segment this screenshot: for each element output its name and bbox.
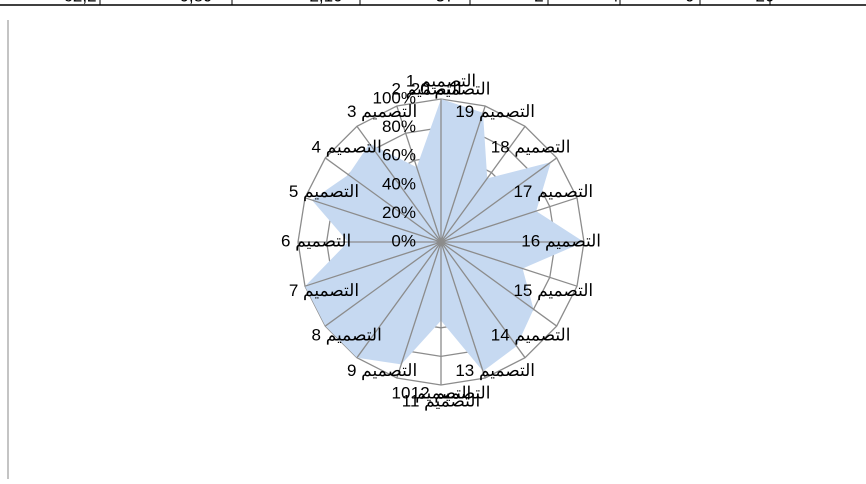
spoke	[440, 157, 558, 243]
spoke	[396, 241, 442, 379]
cell-text: 20	[756, 0, 775, 5]
cell-text: 4	[609, 0, 618, 5]
spoke	[396, 105, 442, 243]
cell-text: 62,2	[63, 0, 96, 5]
category-label: التصميم 16	[521, 231, 601, 251]
spokes	[298, 99, 584, 385]
category-label: التصميم 10	[392, 384, 472, 404]
category-label: التصميم 3	[347, 102, 417, 122]
spoke	[356, 125, 442, 243]
radar-area	[304, 99, 584, 372]
spoke	[440, 241, 578, 287]
category-label: التصميم 8	[312, 326, 382, 346]
spoke	[440, 125, 526, 243]
cell-text: 2,10	[309, 0, 342, 5]
spoke	[440, 241, 526, 359]
spoke	[304, 197, 442, 243]
spoke	[304, 241, 442, 287]
cell-text: 2	[534, 0, 543, 5]
y-tick-label: 20%	[382, 203, 416, 222]
cell-text: 0,89	[179, 0, 212, 5]
category-label: التصميم 12	[411, 384, 491, 404]
category-label: التصميم 7	[289, 281, 359, 301]
category-label: التصميم 13	[455, 361, 535, 381]
category-label: التصميم 18	[491, 137, 571, 157]
cell-text: 37	[436, 0, 455, 5]
category-label: التصميم 4	[312, 137, 382, 157]
category-label: التصميم 2	[392, 79, 462, 99]
spoke	[440, 241, 558, 327]
category-label: التصميم 17	[513, 182, 593, 202]
category-label: التصميم 1	[406, 71, 476, 91]
y-tick-label: 100%	[373, 88, 416, 107]
spoke	[440, 105, 486, 243]
y-tick-label: 60%	[382, 146, 416, 165]
category-label: التصميم 11	[402, 391, 480, 411]
category-label: التصميم 9	[347, 361, 417, 381]
table-row: 62,2 0,89 2,10 37 2 4 9 20	[63, 0, 774, 5]
y-tick-label: 0%	[391, 231, 416, 250]
spoke	[440, 241, 486, 379]
category-label: التصميم 19	[455, 102, 535, 122]
category-label: التصميم 14	[491, 326, 571, 346]
spoke	[356, 241, 442, 359]
spoke	[440, 197, 578, 243]
cell-text: 9	[685, 0, 694, 5]
spoke	[324, 157, 442, 243]
category-label: التصميم 15	[513, 281, 593, 301]
area-layer	[304, 99, 584, 372]
y-tick-label: 40%	[382, 174, 416, 193]
category-label: التصميم 5	[289, 182, 359, 202]
category-label: التصميم 6	[281, 231, 351, 251]
y-tick-label: 80%	[382, 117, 416, 136]
spoke	[324, 241, 442, 327]
category-label: التصميم 20	[411, 79, 491, 99]
